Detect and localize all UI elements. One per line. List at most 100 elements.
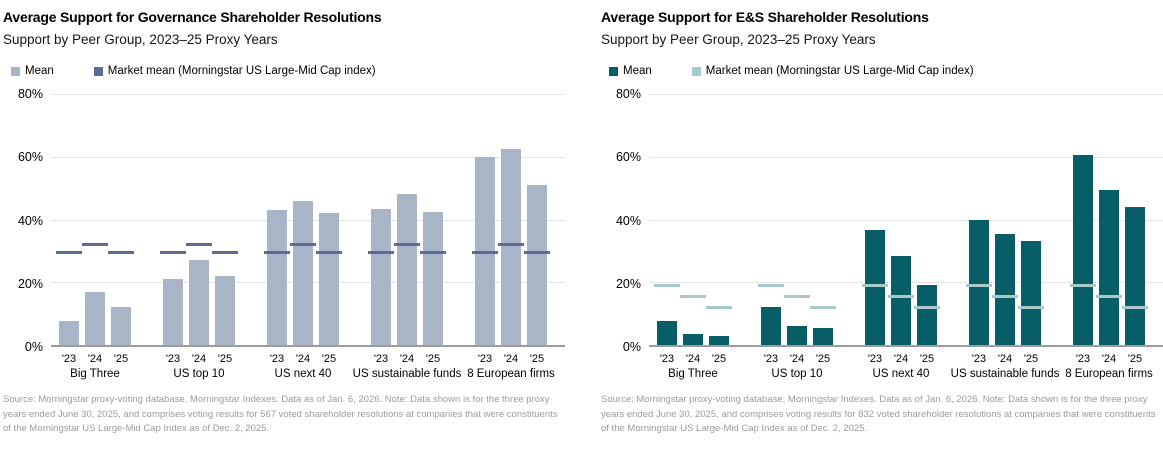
group-label-wrap: Big Three (657, 368, 729, 380)
mean-bar (85, 291, 105, 345)
mean-bar (683, 334, 703, 345)
mean-bar (371, 208, 391, 345)
y-tick-label: 60% (17, 150, 43, 165)
x-tick-group: '23 '24 '25 (1073, 353, 1145, 365)
legend: Mean Market mean (Morningstar US Large-M… (609, 65, 1163, 77)
bar-slot (914, 94, 940, 345)
y-tick-label: 20% (17, 276, 43, 291)
bar-slot (212, 94, 238, 345)
legend-item-mean: Mean (11, 65, 54, 77)
mean-bar (1099, 189, 1119, 345)
x-tick-label: '24 (685, 353, 701, 365)
bar-slot (654, 94, 680, 345)
group-labels-row: Big Three US top 10 US next 40 US sustainab… (3, 368, 565, 380)
gridline (649, 94, 1163, 95)
mean-bar (657, 321, 677, 345)
legend-market-mean-swatch-icon (93, 66, 103, 76)
x-ticks-row: '23'24'25'23'24'25'23'24'25'23'24'25'23 '… (601, 353, 1163, 365)
bar-group (1070, 94, 1148, 345)
mean-bar (163, 279, 183, 345)
group-label-wrap: US sustainable funds (951, 368, 1060, 380)
legend-item-market-mean: Market mean (Morningstar US Large-Mid Ca… (93, 65, 376, 77)
group-label-wrap: US top 10 (163, 368, 235, 380)
x-tick-label: '23 (867, 353, 883, 365)
mean-bar (475, 156, 495, 345)
market-mean-dash (654, 283, 680, 287)
mean-bar (501, 148, 521, 345)
x-tick-label: '23 (971, 353, 987, 365)
mean-bar (1125, 206, 1145, 345)
mean-bar (761, 307, 781, 345)
mean-bar (1021, 241, 1041, 345)
x-tick-group: '23 '24 '25 (371, 353, 443, 365)
y-tick-label: 0% (24, 340, 43, 354)
bar-slot (82, 94, 108, 345)
market-mean-dash (914, 305, 940, 309)
gridline (51, 94, 565, 95)
mean-bar (267, 210, 287, 345)
bar-group (160, 94, 238, 345)
market-mean-dash (810, 305, 836, 309)
y-axis-labels: 80% 60% 40% 20% 0% (3, 87, 43, 354)
x-tick-group: '23 '24 '25 (969, 353, 1041, 365)
mean-bar (293, 200, 313, 345)
market-mean-dash (290, 243, 316, 247)
bar-group (264, 94, 342, 345)
legend-market-mean-label: Market mean (Morningstar US Large-Mid Ca… (107, 65, 376, 77)
bar-slot (498, 94, 524, 345)
bar-group (654, 94, 732, 345)
bar-slot (992, 94, 1018, 345)
x-tick-label: '23 (61, 353, 77, 365)
x-tick-label: '25 (113, 353, 129, 365)
gridline (649, 156, 1163, 158)
mean-bar (397, 194, 417, 345)
market-mean-dash (1122, 305, 1148, 309)
legend-mean-label: Mean (623, 65, 652, 77)
market-mean-dash (680, 294, 706, 298)
mean-bar (917, 285, 937, 345)
x-tick-label: '25 (711, 353, 727, 365)
market-mean-dash (706, 305, 732, 309)
chart-area: 80% 60% 40% 20% 0% (601, 87, 1163, 354)
mean-bar (1073, 155, 1093, 345)
bar-slot (524, 94, 550, 345)
market-mean-dash (1018, 305, 1044, 309)
page: Average Support for Governance Sharehold… (3, 9, 1163, 434)
bar-slot (758, 94, 784, 345)
group-label: US next 40 (872, 368, 930, 380)
mean-bar (787, 326, 807, 345)
x-tick-label: '24 (997, 353, 1013, 365)
y-tick-label: 40% (615, 213, 641, 228)
x-tick-group: '23 '24 '25 (865, 353, 937, 365)
x-tick-label: '25 (425, 353, 441, 365)
x-tick-label: '25 (1127, 353, 1143, 365)
bars-row (51, 94, 565, 345)
bar-group (56, 94, 134, 345)
market-mean-dash (160, 250, 186, 254)
group-label: Big Three (668, 368, 718, 380)
x-tick-label: '23 (269, 353, 285, 365)
y-tick-label: 0% (622, 340, 641, 354)
x-tick-group: '23 '24 '25 (267, 353, 339, 365)
group-label: US sustainable funds (352, 368, 462, 380)
plot-area (51, 94, 565, 347)
bar-slot (160, 94, 186, 345)
group-label-wrap: US sustainable funds (353, 368, 462, 380)
bar-slot (108, 94, 134, 345)
bar-group (758, 94, 836, 345)
x-tick-label: '24 (503, 353, 519, 365)
legend-mean-swatch-icon (11, 66, 20, 76)
bars-row (649, 94, 1163, 345)
mean-bar (865, 230, 885, 345)
bar-slot (1018, 94, 1044, 345)
mean-bar (527, 185, 547, 345)
legend: Mean Market mean (Morningstar US Large-M… (11, 65, 565, 77)
x-tick-label: '25 (321, 353, 337, 365)
market-mean-dash (888, 294, 914, 298)
group-label-wrap: 8 European firms (467, 368, 555, 380)
group-label: 8 European firms (1065, 368, 1153, 380)
market-mean-dash (966, 283, 992, 287)
market-mean-dash (992, 294, 1018, 298)
y-tick-label: 80% (615, 87, 641, 101)
x-tick-label: '24 (893, 353, 909, 365)
